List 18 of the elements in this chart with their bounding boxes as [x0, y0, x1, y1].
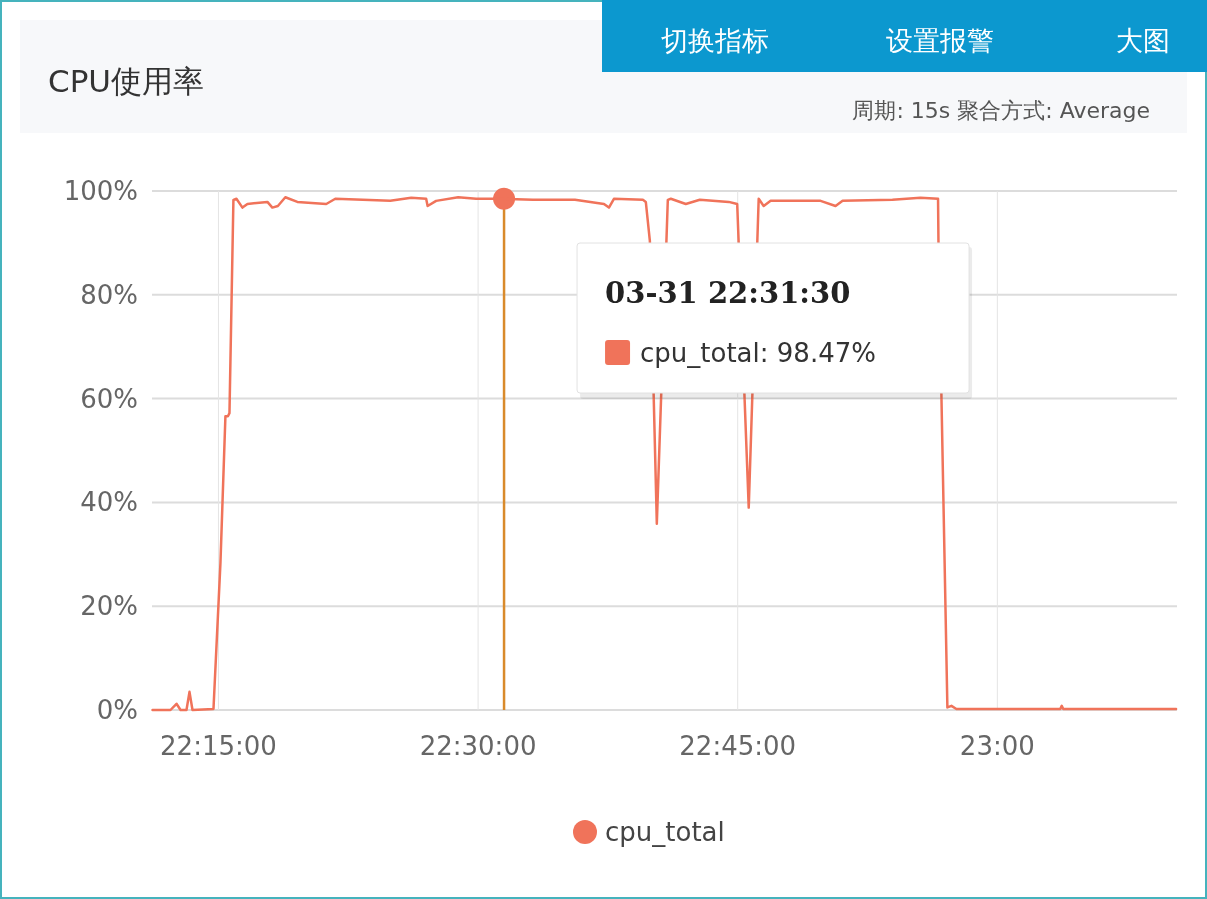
annotation: 03-31 22:31:30 [605, 276, 851, 310]
x-tick-label: 23:00 [959, 731, 1035, 761]
chart-subtitle: 周期: 15s 聚合方式: Average [852, 98, 1150, 123]
y-tick-label: 20% [80, 591, 138, 622]
y-tick-label: 100% [63, 176, 138, 206]
y-tick-label: 40% [80, 487, 138, 518]
annotation: cpu_total: 98.47% [640, 338, 876, 368]
y-tick-label: 60% [80, 383, 138, 414]
y-tick-label: 0% [96, 695, 138, 725]
text: 设置报警 [886, 25, 994, 56]
text: 切换指标 [661, 25, 769, 56]
x-tick-label: 22:30:00 [419, 731, 537, 761]
text: 大图 [1116, 25, 1170, 56]
legend-label: cpu_total [605, 817, 725, 847]
x-tick-label: 22:45:00 [679, 731, 797, 761]
chart-title: CPU使用率 [48, 63, 205, 99]
y-tick-label: 80% [80, 279, 138, 310]
x-tick-label: 22:15:00 [160, 731, 277, 761]
